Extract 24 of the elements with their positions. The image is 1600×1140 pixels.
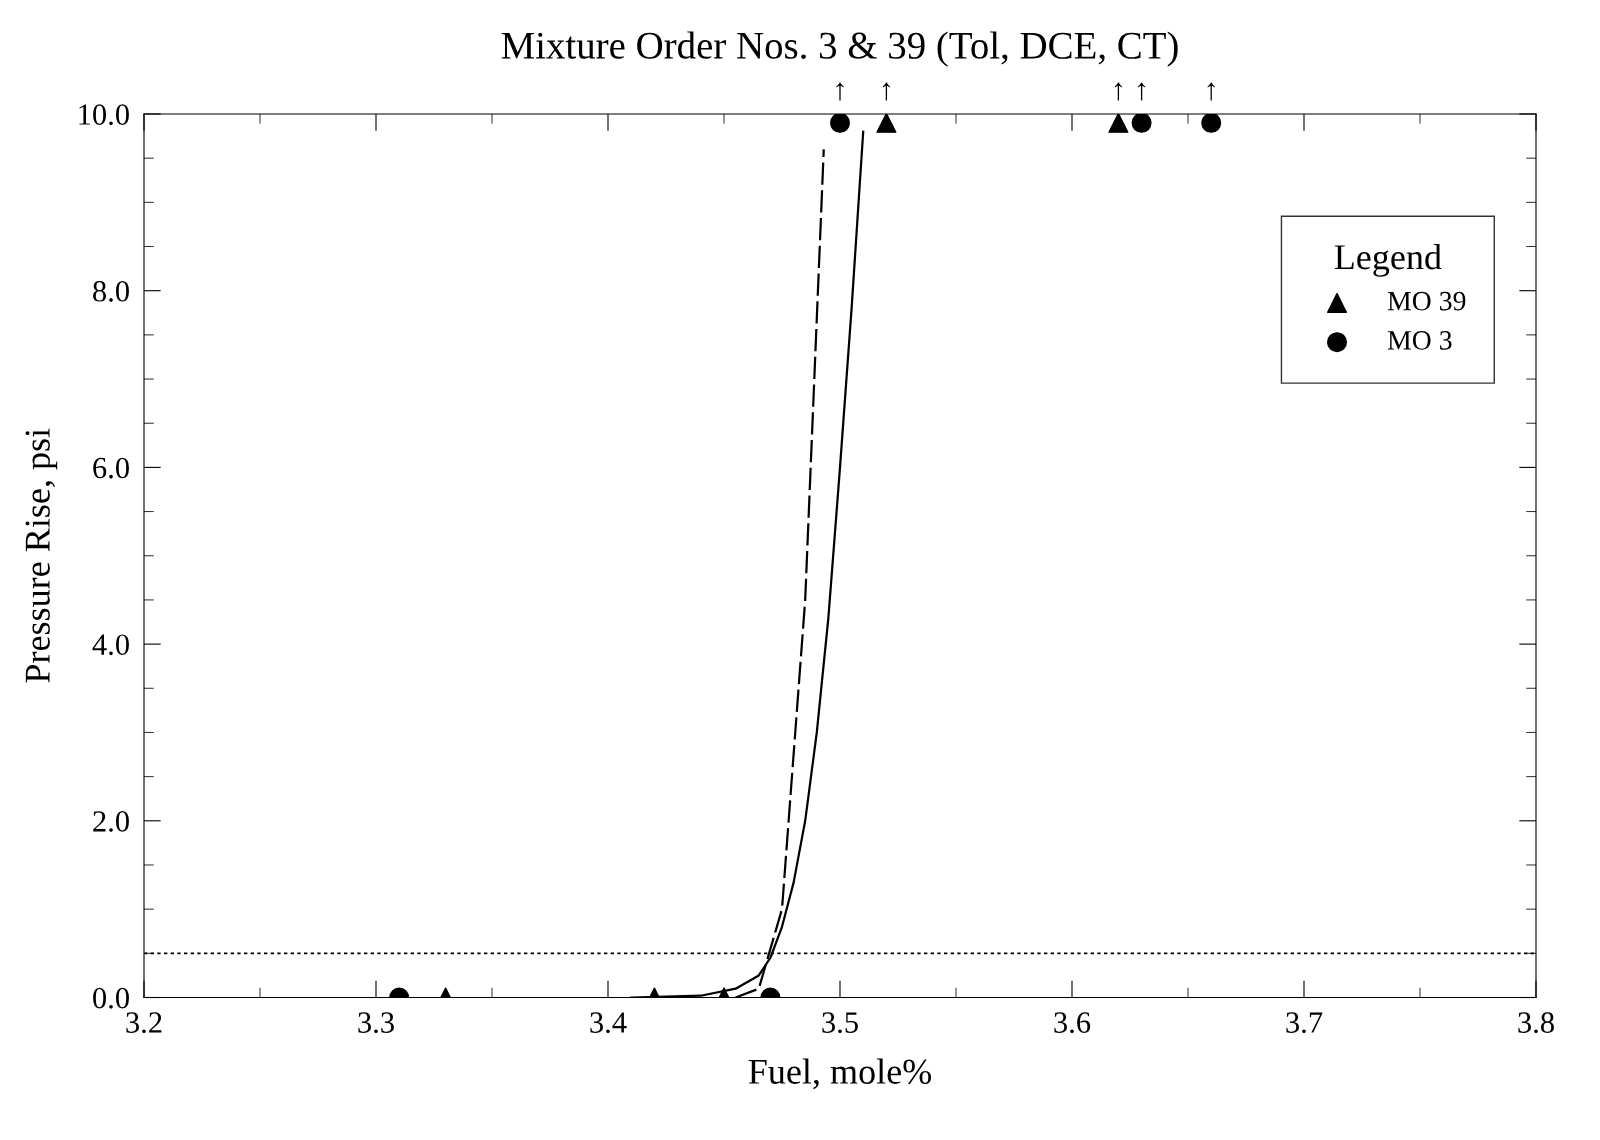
x-tick-label: 3.4 xyxy=(590,1012,627,1034)
y-tick-label: 2.0 xyxy=(93,811,129,832)
annotation: ↑ xyxy=(882,82,890,101)
legend-label: MO 3 xyxy=(1387,331,1452,350)
y-tick-label: 4.0 xyxy=(92,634,129,656)
x-tick-label: 3.2 xyxy=(126,1012,162,1034)
x-tick-label: 3.5 xyxy=(822,1012,858,1034)
y-axis-title: Pressure Rise, psi xyxy=(25,428,58,683)
x-tick-label: 3.7 xyxy=(1286,1012,1323,1034)
y-tick-label: 10.0 xyxy=(79,104,129,126)
x-axis-title: Fuel, mole% xyxy=(748,1058,932,1090)
annotation: ↑ xyxy=(1114,82,1122,101)
x-tick-label: 3.6 xyxy=(1054,1012,1091,1034)
y-tick-label: 8.0 xyxy=(93,280,129,302)
chart-title: Mixture Order Nos. 3 & 39 (Tol, DCE, CT) xyxy=(501,31,1178,67)
y-tick-label: 6.0 xyxy=(93,457,129,479)
annotation: ↑ xyxy=(836,82,844,101)
x-tick-label: 3.3 xyxy=(358,1012,394,1034)
legend-title: Legend xyxy=(1334,244,1442,277)
x-tick-label: 3.8 xyxy=(1518,1012,1554,1034)
y-tick-label: 0.0 xyxy=(93,987,129,1009)
legend-label: MO 39 xyxy=(1387,291,1466,311)
annotation: ↑ xyxy=(1138,82,1146,101)
annotation: ↑ xyxy=(1207,82,1215,101)
